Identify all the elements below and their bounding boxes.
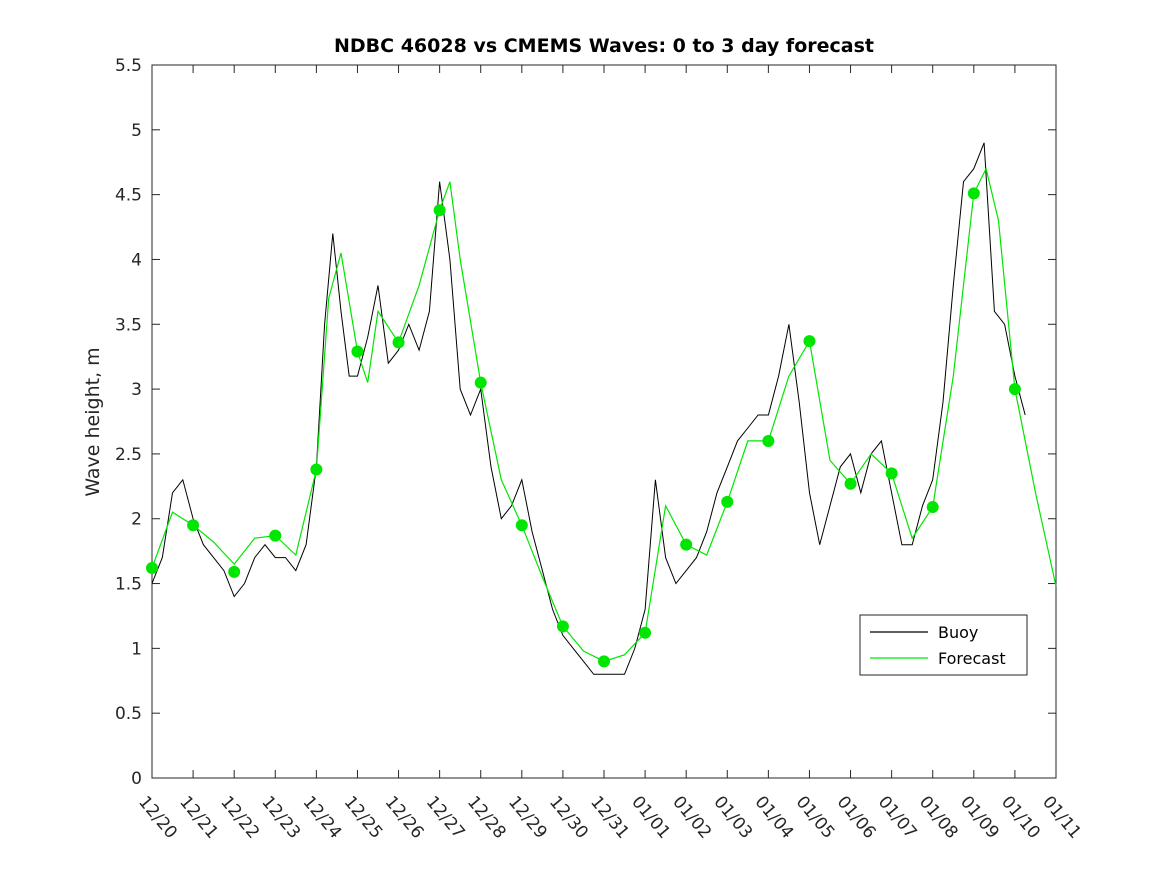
forecast-point	[762, 435, 774, 447]
forecast-point	[886, 467, 898, 479]
y-tick-label: 0	[131, 769, 142, 789]
y-tick-label: 1	[131, 639, 142, 659]
chart-title: NDBC 46028 vs CMEMS Waves: 0 to 3 day fo…	[334, 35, 874, 57]
y-tick-label: 5.5	[115, 56, 142, 76]
legend: Buoy Forecast	[860, 615, 1027, 675]
legend-label-forecast: Forecast	[938, 649, 1006, 668]
forecast-point	[598, 655, 610, 667]
forecast-point	[146, 562, 158, 574]
legend-label-buoy: Buoy	[938, 623, 978, 642]
forecast-point	[351, 345, 363, 357]
forecast-point	[228, 566, 240, 578]
forecast-point	[310, 463, 322, 475]
wave-chart: NDBC 46028 vs CMEMS Waves: 0 to 3 day fo…	[0, 0, 1167, 875]
forecast-point	[1009, 383, 1021, 395]
forecast-point	[269, 530, 281, 542]
y-tick-label: 4.5	[115, 186, 142, 206]
forecast-point	[639, 627, 651, 639]
forecast-point	[845, 478, 857, 490]
y-axis-label: Wave height, m	[82, 347, 104, 496]
y-tick-label: 0.5	[115, 704, 142, 724]
y-tick-label: 2.5	[115, 445, 142, 465]
y-tick-label: 5	[131, 121, 142, 141]
forecast-point	[516, 519, 528, 531]
forecast-point	[721, 496, 733, 508]
forecast-point	[927, 501, 939, 513]
forecast-point	[393, 336, 405, 348]
forecast-point	[557, 620, 569, 632]
y-tick-label: 1.5	[115, 575, 142, 595]
y-tick-label: 3	[131, 380, 142, 400]
forecast-point	[475, 377, 487, 389]
forecast-point	[434, 204, 446, 216]
plot-area: 00.511.522.533.544.555.5 12/2012/2112/22…	[115, 56, 1085, 843]
forecast-point	[968, 187, 980, 199]
forecast-point	[187, 519, 199, 531]
forecast-point	[803, 335, 815, 347]
y-tick-label: 2	[131, 510, 142, 530]
y-tick-label: 4	[131, 250, 142, 270]
forecast-point	[680, 539, 692, 551]
y-tick-label: 3.5	[115, 315, 142, 335]
